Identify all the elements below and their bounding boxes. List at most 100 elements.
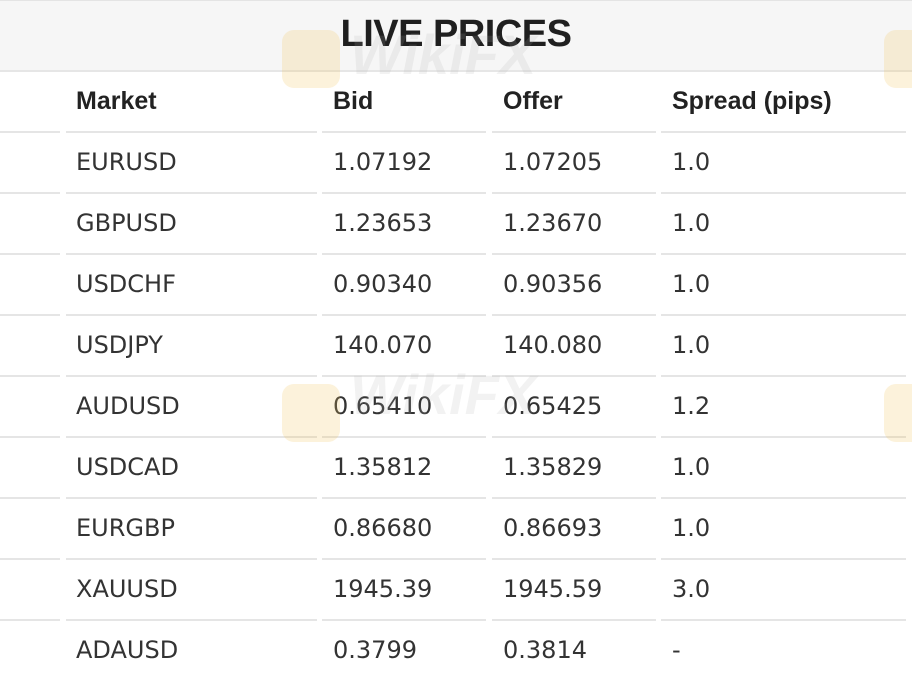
table-row: AUDUSD 0.65410 0.65425 1.2 — [0, 377, 912, 438]
header-bid-label: Bid — [333, 87, 374, 115]
cell-spread: 3.0 — [661, 560, 906, 621]
cell-bid-value: 1.35812 — [333, 453, 433, 481]
cell-bid: 0.90340 — [322, 255, 486, 316]
cell-market-value: ADAUSD — [76, 636, 179, 664]
header-offer: Offer — [492, 72, 656, 133]
cell-offer: 1.07205 — [492, 133, 656, 194]
row-edge-cell — [0, 499, 60, 560]
header-bid: Bid — [322, 72, 486, 133]
page-title: LIVE PRICES — [340, 13, 573, 55]
cell-market-value: XAUUSD — [76, 575, 178, 603]
cell-bid-value: 1.07192 — [333, 148, 433, 176]
table-row: ADAUSD 0.3799 0.3814 - — [0, 621, 912, 682]
cell-offer-value: 0.86693 — [503, 514, 603, 542]
cell-bid-value: 140.070 — [333, 331, 433, 359]
cell-market: EURUSD — [66, 133, 317, 194]
cell-bid: 1945.39 — [322, 560, 486, 621]
cell-market-value: USDCAD — [76, 453, 179, 481]
cell-spread-value: 1.0 — [672, 331, 711, 359]
cell-spread: 1.0 — [661, 194, 906, 255]
cell-offer: 0.3814 — [492, 621, 656, 680]
cell-bid: 1.07192 — [322, 133, 486, 194]
row-edge-cell — [0, 133, 60, 194]
cell-market: GBPUSD — [66, 194, 317, 255]
cell-market-value: AUDUSD — [76, 392, 180, 420]
cell-market: XAUUSD — [66, 560, 317, 621]
cell-market: USDCAD — [66, 438, 317, 499]
cell-offer: 140.080 — [492, 316, 656, 377]
table-row: GBPUSD 1.23653 1.23670 1.0 — [0, 194, 912, 255]
cell-market: EURGBP — [66, 499, 317, 560]
cell-spread-value: 1.0 — [672, 453, 711, 481]
cell-bid: 0.86680 — [322, 499, 486, 560]
cell-spread-value: 1.0 — [672, 514, 711, 542]
cell-offer: 1945.59 — [492, 560, 656, 621]
cell-bid-value: 0.65410 — [333, 392, 433, 420]
cell-offer-value: 0.3814 — [503, 636, 587, 664]
cell-bid-value: 1945.39 — [333, 575, 433, 603]
cell-offer: 0.90356 — [492, 255, 656, 316]
table-row: XAUUSD 1945.39 1945.59 3.0 — [0, 560, 912, 621]
cell-spread-value: 1.0 — [672, 148, 711, 176]
table-row: EURGBP 0.86680 0.86693 1.0 — [0, 499, 912, 560]
table-row: EURUSD 1.07192 1.07205 1.0 — [0, 133, 912, 194]
cell-offer: 0.65425 — [492, 377, 656, 438]
cell-spread-value: 3.0 — [672, 575, 711, 603]
cell-offer-value: 1.23670 — [503, 209, 603, 237]
cell-market: USDCHF — [66, 255, 317, 316]
row-edge-cell — [0, 560, 60, 621]
cell-market-value: EURGBP — [76, 514, 175, 542]
table-row: USDCAD 1.35812 1.35829 1.0 — [0, 438, 912, 499]
cell-spread: 1.0 — [661, 499, 906, 560]
cell-market: AUDUSD — [66, 377, 317, 438]
cell-bid: 140.070 — [322, 316, 486, 377]
cell-market-value: GBPUSD — [76, 209, 177, 237]
cell-market-value: EURUSD — [76, 148, 177, 176]
table-header-row: Market Bid Offer Spread (pips) — [0, 72, 912, 133]
cell-spread: - — [661, 621, 906, 680]
row-edge-cell — [0, 621, 60, 680]
row-edge-cell — [0, 438, 60, 499]
table-row: USDJPY 140.070 140.080 1.0 — [0, 316, 912, 377]
cell-offer: 1.35829 — [492, 438, 656, 499]
row-edge-cell — [0, 316, 60, 377]
title-bar: LIVE PRICES — [0, 0, 912, 72]
cell-bid: 0.65410 — [322, 377, 486, 438]
cell-spread-value: 1.0 — [672, 209, 711, 237]
header-market: Market — [66, 72, 317, 133]
cell-spread-value: - — [672, 636, 681, 664]
cell-bid: 1.35812 — [322, 438, 486, 499]
cell-spread: 1.0 — [661, 316, 906, 377]
cell-market-value: USDJPY — [76, 331, 163, 359]
cell-bid-value: 0.3799 — [333, 636, 417, 664]
header-spread: Spread (pips) — [661, 72, 906, 133]
cell-bid: 1.23653 — [322, 194, 486, 255]
cell-offer: 1.23670 — [492, 194, 656, 255]
table-row: USDCHF 0.90340 0.90356 1.0 — [0, 255, 912, 316]
cell-bid-value: 0.86680 — [333, 514, 433, 542]
cell-spread: 1.0 — [661, 255, 906, 316]
header-offer-label: Offer — [503, 87, 563, 115]
cell-spread: 1.0 — [661, 133, 906, 194]
cell-offer-value: 0.65425 — [503, 392, 603, 420]
row-edge-cell — [0, 255, 60, 316]
cell-bid: 0.3799 — [322, 621, 486, 680]
row-edge-cell — [0, 194, 60, 255]
cell-offer-value: 140.080 — [503, 331, 603, 359]
cell-spread: 1.0 — [661, 438, 906, 499]
cell-market: USDJPY — [66, 316, 317, 377]
cell-market: ADAUSD — [66, 621, 317, 680]
cell-offer: 0.86693 — [492, 499, 656, 560]
cell-spread: 1.2 — [661, 377, 906, 438]
cell-market-value: USDCHF — [76, 270, 176, 298]
cell-offer-value: 1.07205 — [503, 148, 603, 176]
header-spread-label: Spread (pips) — [672, 87, 832, 115]
cell-offer-value: 1945.59 — [503, 575, 603, 603]
cell-bid-value: 1.23653 — [333, 209, 433, 237]
cell-offer-value: 1.35829 — [503, 453, 603, 481]
cell-offer-value: 0.90356 — [503, 270, 603, 298]
cell-spread-value: 1.0 — [672, 270, 711, 298]
cell-bid-value: 0.90340 — [333, 270, 433, 298]
header-market-label: Market — [76, 87, 157, 115]
cell-spread-value: 1.2 — [672, 392, 711, 420]
